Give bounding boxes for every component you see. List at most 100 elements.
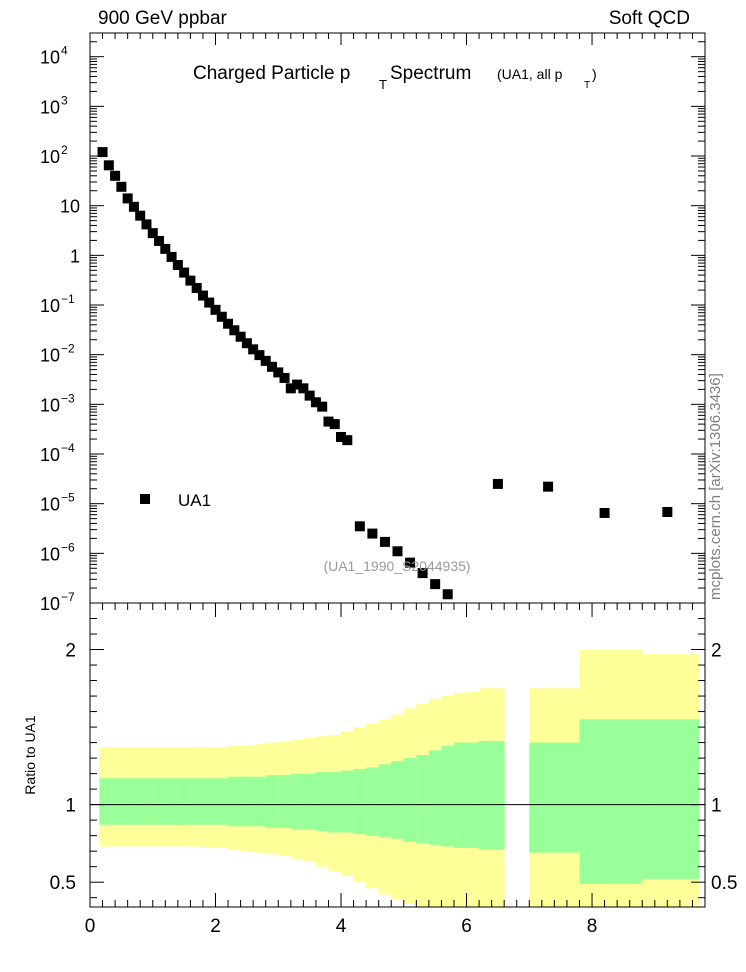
- data-point: [304, 390, 315, 401]
- data-point: [172, 259, 183, 270]
- y-tick-label-right: 1: [711, 796, 722, 817]
- data-point: [160, 243, 171, 254]
- data-point: [430, 579, 441, 590]
- y-tick-label: 10 −1: [40, 292, 75, 316]
- data-point: [147, 228, 158, 239]
- green-band-bin: [416, 755, 430, 844]
- y-tick-exponent: −7: [61, 590, 75, 604]
- data-point: [273, 367, 284, 378]
- y-tick-label-right: 0.5: [711, 873, 737, 894]
- title-after: Spectrum: [390, 63, 471, 84]
- data-point: [492, 478, 503, 489]
- green-band-bin: [466, 742, 480, 849]
- ratio-panel: 0 2 4 6 8 0.5 0.5 1 1 2 2 Ratio to UA1: [22, 602, 737, 937]
- legend-marker: [140, 494, 150, 504]
- green-band-bin: [140, 778, 154, 825]
- analysis-label: (UA1_1990_S2044935): [323, 558, 470, 574]
- x-axis-ticks: [89, 603, 693, 907]
- green-band-bin: [315, 772, 329, 831]
- data-point: [241, 338, 252, 349]
- y-tick-label-right: 2: [711, 641, 722, 662]
- y-tick-mantissa: 10: [40, 544, 60, 564]
- data-point: [329, 419, 340, 430]
- green-band-bin: [278, 775, 292, 828]
- y-tick-mantissa: 10: [40, 445, 60, 465]
- y-tick-mantissa: 10: [40, 495, 60, 515]
- y-tick-mantissa: 10: [40, 395, 60, 415]
- y-tick-label: 10 −6: [40, 540, 75, 564]
- data-point: [336, 432, 347, 443]
- green-band-bin: [152, 778, 166, 825]
- data-point: [599, 507, 610, 518]
- data-point: [229, 325, 240, 336]
- x-tick-label: 2: [210, 916, 221, 937]
- y-tick-exponent: −2: [61, 342, 75, 356]
- y-tick-label: 10 2: [40, 143, 68, 167]
- chart-title: Charged Particle p T Spectrum (UA1, all p T…: [193, 63, 597, 92]
- y-tick-label: 10: [60, 197, 80, 217]
- y-tick-mantissa: 10: [40, 346, 60, 366]
- y-tick-exponent: −4: [61, 441, 75, 455]
- green-band-bin: [127, 778, 141, 825]
- title-main: Charged Particle p: [193, 63, 350, 84]
- y-tick-mantissa: 10: [40, 147, 60, 167]
- green-band-bin: [240, 776, 254, 827]
- data-point: [235, 331, 246, 342]
- green-band-bin: [391, 761, 405, 839]
- y-tick-exponent: −1: [61, 292, 75, 306]
- green-band-bin: [341, 770, 355, 833]
- green-band-bin: [428, 750, 442, 845]
- data-point: [116, 181, 127, 192]
- data-point: [128, 201, 139, 212]
- green-band-bin: [253, 776, 267, 827]
- y-tick-label-left: 2: [65, 641, 76, 662]
- y-tick-exponent: −5: [61, 491, 75, 505]
- ratio-bands: [99, 649, 700, 907]
- data-point: [354, 521, 365, 532]
- y-tick-mantissa: 10: [40, 97, 60, 117]
- legend-label: UA1: [178, 491, 211, 510]
- x-tick-label: 4: [336, 916, 347, 937]
- header-left-label: 900 GeV ppbar: [98, 8, 227, 29]
- green-band-bin: [328, 772, 342, 833]
- data-point: [254, 350, 265, 361]
- data-point: [122, 193, 133, 204]
- y-tick-exponent: −6: [61, 540, 75, 554]
- ratio-y-axis-label: Ratio to UA1: [22, 715, 38, 795]
- header-right-label: Soft QCD: [608, 8, 690, 29]
- data-point: [216, 311, 227, 322]
- ratio-y-ticks: [90, 618, 705, 899]
- data-point: [662, 506, 673, 517]
- data-point: [367, 528, 378, 539]
- y-tick-label: 10 −2: [40, 342, 75, 366]
- y-tick-mantissa: 10: [60, 197, 80, 217]
- green-band-bin: [441, 745, 455, 847]
- data-point: [154, 235, 165, 246]
- data-point: [323, 416, 334, 427]
- data-point: [543, 481, 554, 492]
- green-band-bin: [353, 768, 367, 835]
- data-point: [266, 361, 277, 372]
- data-point: [179, 267, 190, 278]
- title-subscript: T: [379, 77, 387, 92]
- y-tick-mantissa: 10: [40, 48, 60, 68]
- data-point: [110, 170, 121, 181]
- title-small: (UA1, all p: [497, 66, 563, 82]
- green-band-bin: [366, 767, 380, 836]
- data-point: [417, 568, 428, 579]
- green-band-bin: [378, 764, 392, 838]
- data-point: [135, 210, 146, 221]
- green-band-bin: [453, 742, 468, 849]
- y-tick-label: 10 −4: [40, 441, 75, 465]
- data-point: [260, 355, 271, 366]
- y-tick-label-left: 0.5: [50, 873, 76, 894]
- green-band-bin: [303, 773, 317, 830]
- data-point: [141, 219, 152, 230]
- green-band-bin: [479, 741, 505, 850]
- data-point: [204, 297, 215, 308]
- spectrum-frame: [89, 32, 706, 604]
- data-point: [97, 147, 108, 158]
- y-tick-label: 10 −7: [40, 590, 75, 614]
